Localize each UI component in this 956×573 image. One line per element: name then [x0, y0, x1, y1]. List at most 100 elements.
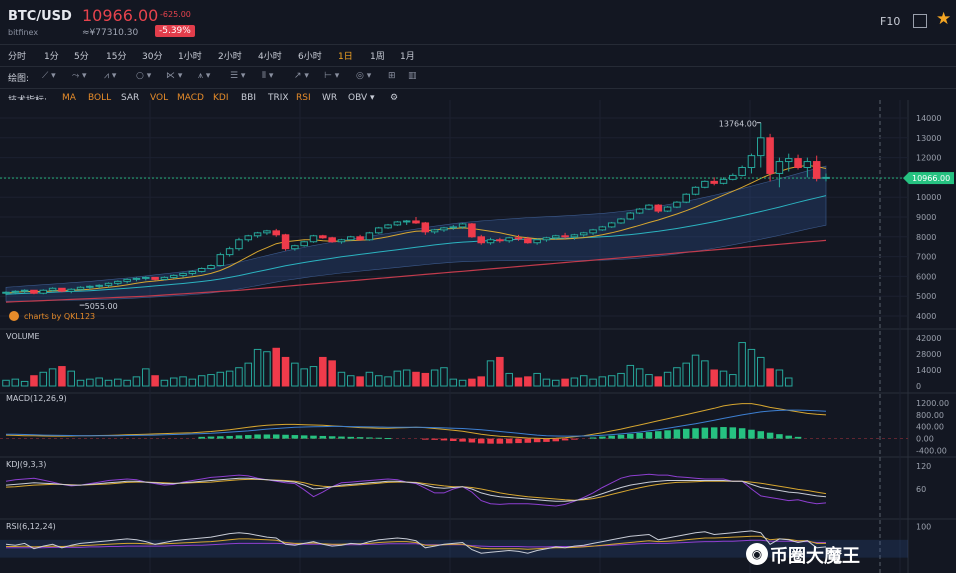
candle-body — [309, 235, 318, 243]
volume-bar — [76, 379, 85, 387]
favorite-star-icon[interactable]: ★ — [936, 9, 952, 29]
timeframe-4[interactable]: 30分 — [142, 52, 163, 62]
timeframe-0[interactable]: 分时 — [8, 52, 27, 62]
rsi-12-line — [6, 535, 826, 550]
symbol-label[interactable]: BTC/USD — [8, 9, 72, 24]
volume-tick-0: 42000 — [916, 334, 941, 343]
volume-bar — [374, 375, 383, 387]
chart-area[interactable]: 1400013000120001100010000900080007000600… — [0, 100, 956, 573]
candle-body — [738, 167, 746, 176]
candle-body — [2, 291, 10, 294]
macd-histogram-bar — [384, 438, 392, 440]
volume-bar — [235, 367, 243, 387]
price-change: -625.00 — [160, 10, 191, 19]
f10-button[interactable]: F10 — [880, 15, 901, 28]
volume-bar — [589, 378, 597, 387]
measure-tool-icon[interactable]: ⊢ ▾ — [324, 71, 340, 81]
macd-histogram-bar — [692, 428, 699, 439]
volume-bar — [132, 376, 141, 387]
macd-tick-2: 400.00 — [916, 423, 944, 432]
macd-histogram-bar — [235, 435, 243, 439]
arrow-tool-icon[interactable]: ↗ ▾ — [294, 71, 309, 81]
candle-body — [458, 223, 467, 228]
candle-body — [169, 274, 178, 278]
indicator-9[interactable]: WR — [322, 93, 338, 103]
candle-body — [225, 248, 234, 256]
volume-bar — [561, 378, 569, 387]
timeframe-1[interactable]: 1分 — [44, 52, 59, 62]
volume-bar — [486, 360, 495, 387]
channel-tool-icon[interactable]: ⩘ ▾ — [104, 71, 117, 81]
timeframe-2[interactable]: 5分 — [74, 52, 89, 62]
levels-tool-icon[interactable]: ☰ ▾ — [230, 71, 246, 81]
timeframe-10[interactable]: 1周 — [370, 52, 385, 62]
macd-histogram-bar — [217, 436, 224, 439]
candle-body — [20, 289, 29, 292]
timeframe-7[interactable]: 4小时 — [258, 52, 282, 62]
volume-bar — [645, 374, 653, 387]
macd-histogram-bar — [347, 436, 355, 439]
candle-body — [812, 161, 821, 179]
macd-tick-4: -400.00 — [916, 447, 947, 456]
visibility-tool-icon[interactable]: ◎ ▾ — [356, 71, 372, 81]
macd-histogram-bar — [356, 437, 364, 439]
volume-bar — [365, 371, 374, 387]
indicator-3[interactable]: VOL — [150, 93, 169, 103]
candle-body — [207, 265, 215, 269]
macd-histogram-bar — [496, 438, 504, 444]
wechat-icon: ◉ — [746, 543, 768, 565]
indicator-settings-gear-icon[interactable]: ⚙ — [390, 93, 399, 103]
indicator-6[interactable]: BBI — [241, 93, 257, 103]
volume-bar — [682, 362, 690, 387]
indicator-1[interactable]: BOLL — [88, 93, 112, 103]
price-tick-2: 12000 — [916, 154, 941, 163]
macd-histogram-bar — [505, 438, 513, 444]
shape-tool-icon[interactable]: ○ ▾ — [136, 71, 152, 81]
candle-body — [412, 220, 420, 224]
volume-bar — [607, 375, 616, 387]
indicator-7[interactable]: TRIX — [268, 93, 289, 103]
candle-body — [552, 235, 560, 239]
indicator-10[interactable]: OBV ▾ — [348, 93, 375, 103]
macd-histogram-bar — [608, 435, 615, 439]
volume-bar — [328, 360, 336, 387]
fib-tool-icon[interactable]: ⋉ ▾ — [166, 71, 183, 81]
last-price-tag-text: 10966.00 — [912, 174, 950, 183]
volume-bar — [747, 348, 756, 387]
timeframe-6[interactable]: 2小时 — [218, 52, 242, 62]
gann-tool-icon[interactable]: ⦀ ▾ — [262, 71, 274, 81]
candle-body — [319, 235, 327, 239]
indicator-4[interactable]: MACD — [177, 93, 204, 103]
lock-tool-icon[interactable]: ⊞ — [388, 71, 396, 81]
macd-histogram-bar — [328, 436, 336, 439]
timeframe-5[interactable]: 1小时 — [178, 52, 202, 62]
volume-bar — [430, 369, 439, 387]
candle-body — [673, 201, 681, 208]
timeframe-8[interactable]: 6小时 — [298, 52, 322, 62]
volume-bar — [533, 372, 541, 387]
volume-bar — [11, 378, 20, 387]
timeframe-9[interactable]: 1日 — [338, 52, 353, 62]
macd-histogram-bar — [599, 436, 606, 439]
macd-histogram-bar — [738, 428, 746, 439]
line-tool-icon[interactable]: ⟋ ▾ — [42, 71, 56, 81]
volume-bar — [169, 377, 178, 387]
indicator-8[interactable]: RSI — [296, 93, 311, 103]
indicator-2[interactable]: SAR — [121, 93, 140, 103]
candle-body — [86, 285, 94, 288]
trash-icon[interactable]: ▥ — [408, 71, 417, 81]
macd-histogram-bar — [589, 437, 597, 439]
fullscreen-icon[interactable] — [913, 14, 927, 28]
pattern-tool-icon[interactable]: ⩚ ▾ — [198, 71, 211, 81]
macd-histogram-bar — [226, 435, 233, 439]
ray-tool-icon[interactable]: ⤳ ▾ — [72, 71, 87, 81]
indicator-5[interactable]: KDJ — [213, 93, 229, 103]
indicator-0[interactable]: MA — [62, 93, 76, 103]
timeframe-3[interactable]: 15分 — [106, 52, 127, 62]
volume-bar — [39, 371, 48, 387]
candle-body — [514, 237, 523, 240]
drawing-label: 绘图: — [8, 74, 30, 84]
timeframe-11[interactable]: 1月 — [400, 52, 415, 62]
candle-body — [430, 229, 439, 233]
quote-header: BTC/USD bitfinex 10966.00 ≈¥77310.30 -62… — [0, 0, 956, 44]
